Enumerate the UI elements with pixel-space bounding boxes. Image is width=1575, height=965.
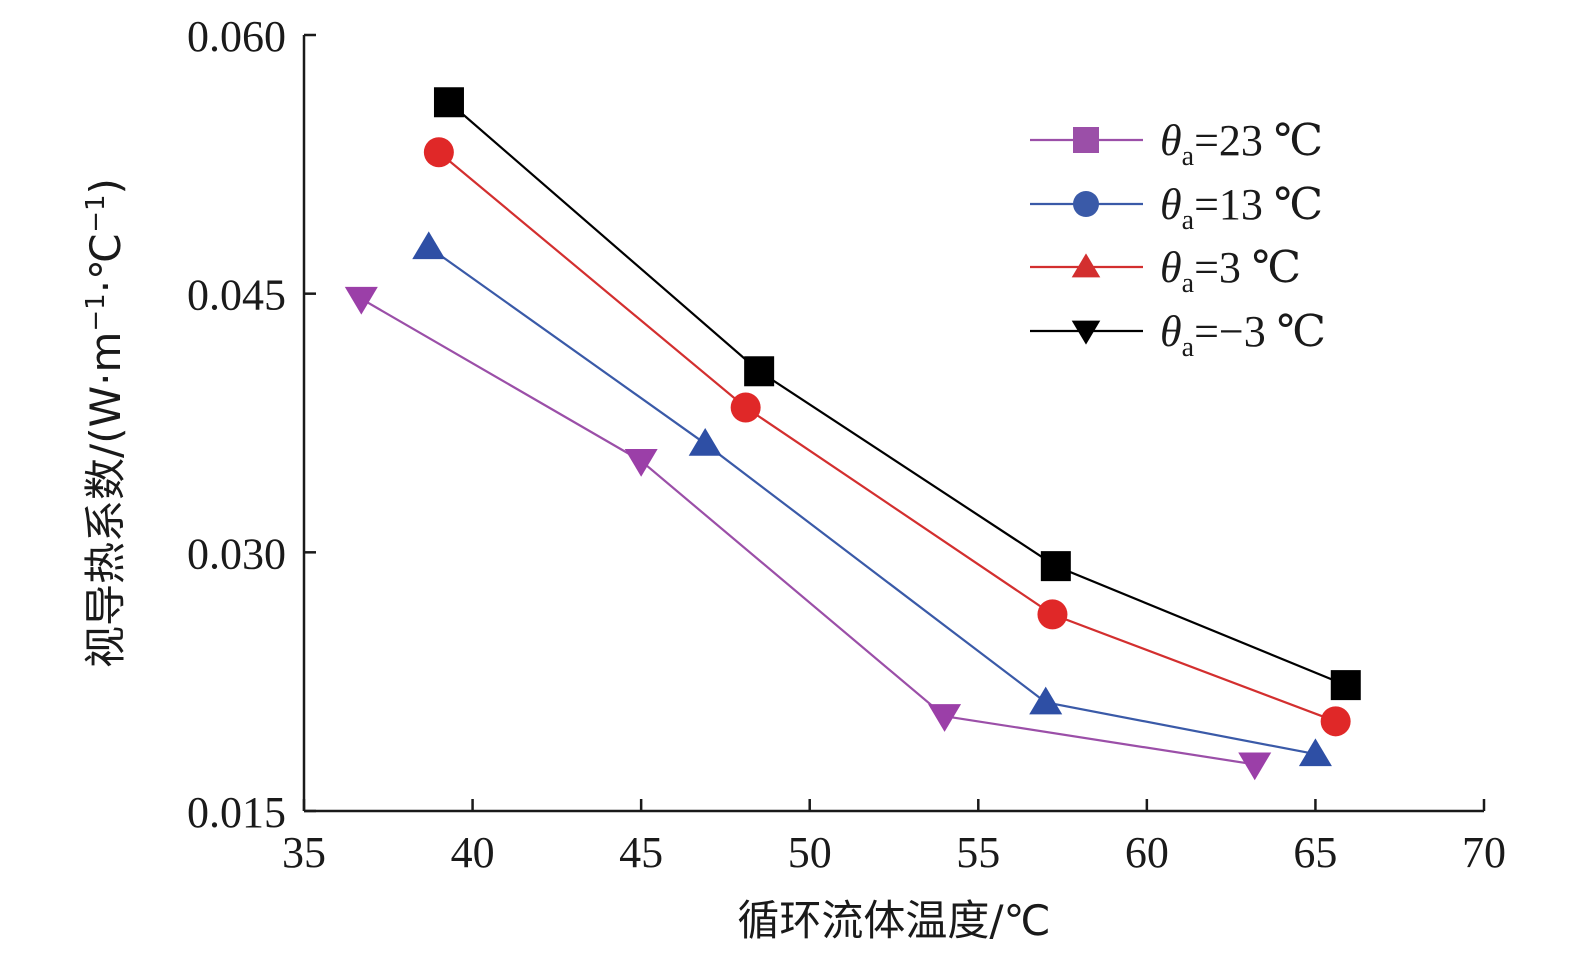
legend-label-2: θa=13 ℃ [1160, 180, 1323, 236]
legend-marker-1 [1073, 127, 1099, 153]
series-3-point [423, 137, 454, 168]
series-2-point [1029, 686, 1063, 715]
x-tick-label: 70 [1462, 828, 1506, 877]
y-axis-title-end: ) [81, 178, 130, 194]
y-tick-label: 0.060 [187, 12, 286, 61]
y-axis-title-main: 视导热系数/(W·m [81, 332, 130, 668]
legend-marker-4 [1071, 320, 1101, 345]
series-3-point [730, 392, 761, 423]
series-2-point [688, 427, 722, 456]
series-3-point [1320, 706, 1351, 737]
ticks: 35 40 45 50 55 60 65 70 0.015 0.030 0.045 0.060 [187, 12, 1506, 877]
series-4-point [744, 356, 775, 387]
x-tick-label: 55 [956, 828, 1000, 877]
x-tick-label: 65 [1293, 828, 1337, 877]
y-tick-label: 0.015 [187, 788, 286, 837]
x-tick-label: 60 [1125, 828, 1169, 877]
series-4-point [1330, 670, 1361, 701]
series-4-point [1040, 551, 1071, 582]
x-tick-label: 40 [451, 828, 495, 877]
legend-marker-2 [1073, 191, 1099, 217]
legend-label-3: θa=3 ℃ [1160, 243, 1301, 299]
series-1-point [344, 286, 378, 315]
y-axis-title-mid: ·℃ [81, 233, 130, 294]
series-1-point [1238, 752, 1272, 781]
series-line-2 [428, 246, 1316, 756]
x-axis-title: 循环流体温度/℃ [737, 896, 1050, 945]
series-1-point [928, 704, 962, 732]
y-axis-title-exp1: −1 [81, 293, 111, 331]
legend: θa=23 ℃ θa=13 ℃ θa=3 ℃ θa=−3 ℃ [1030, 116, 1326, 363]
series-2-point [412, 231, 446, 260]
x-tick-label: 50 [788, 828, 832, 877]
y-axis-title: 视导热系数/(W·m−1·℃−1) [81, 178, 130, 668]
legend-label-1: θa=23 ℃ [1160, 116, 1323, 172]
y-tick-label: 0.045 [187, 271, 286, 320]
series-2-point [1298, 738, 1332, 767]
series-line-4 [448, 101, 1347, 687]
x-tick-label: 35 [282, 828, 326, 877]
series-3-point [1037, 599, 1068, 630]
axes [302, 35, 1484, 813]
series-lines [360, 101, 1347, 766]
legend-label-4: θa=−3 ℃ [1160, 307, 1326, 363]
y-tick-label: 0.030 [187, 529, 286, 578]
series-1-point [624, 448, 658, 477]
series-line-3 [438, 151, 1337, 723]
y-axis-title-exp2: −1 [81, 194, 111, 232]
series-markers [344, 87, 1361, 781]
x-tick-label: 45 [619, 828, 663, 877]
series-line-1 [360, 297, 1255, 766]
legend-marker-3 [1071, 253, 1101, 278]
series-4-point [433, 87, 464, 118]
